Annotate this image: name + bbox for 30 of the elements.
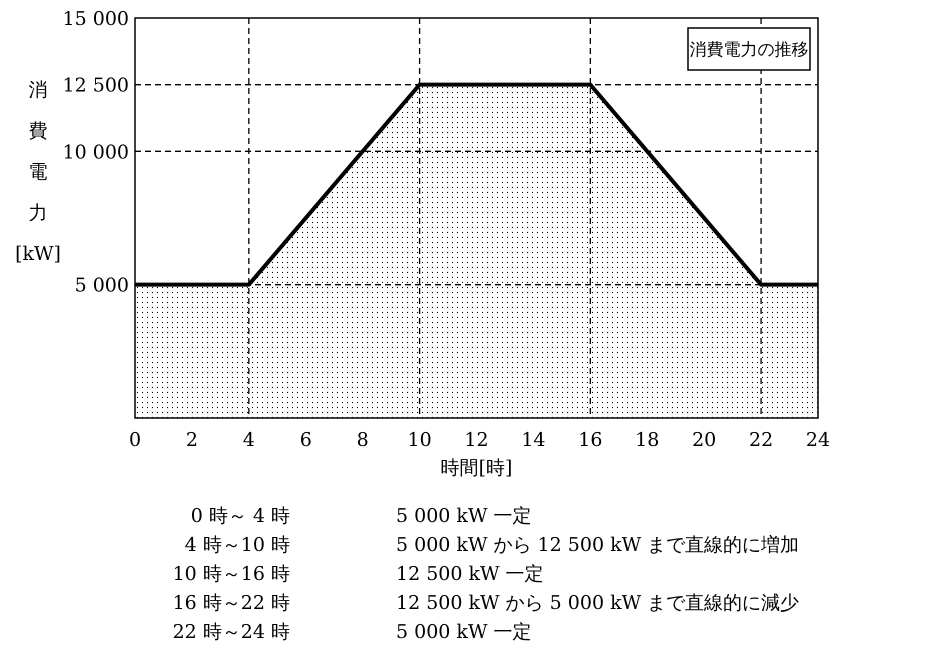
y-tick-label: 12 500 bbox=[62, 74, 129, 97]
x-tick-label: 6 bbox=[300, 429, 312, 451]
y-tick-label: 5 000 bbox=[74, 274, 129, 297]
x-tick-label: 14 bbox=[521, 429, 546, 451]
text: 12 500 kW 一定 bbox=[396, 563, 544, 585]
x-tick-label: 2 bbox=[186, 429, 198, 451]
x-tick-label: 18 bbox=[635, 429, 660, 451]
text: 消費電力の推移 bbox=[690, 40, 808, 60]
x-tick-label: 22 bbox=[748, 429, 774, 451]
y-axis-title: 消費電力[kW] bbox=[15, 79, 61, 265]
text: 16 時～22 時 bbox=[172, 592, 290, 614]
x-tick-label: 10 bbox=[407, 429, 432, 451]
text: 5 000 kW 一定 bbox=[396, 505, 532, 527]
text: 4 時～10 時 bbox=[184, 534, 290, 556]
x-tick-label: 0 bbox=[128, 429, 142, 451]
text: 22 時～24 時 bbox=[172, 621, 290, 643]
y-tick-label: 10 000 bbox=[62, 141, 129, 164]
x-tick-label: 12 bbox=[464, 429, 489, 451]
x-tick-label: 20 bbox=[692, 429, 716, 451]
text: 5 000 kW から 12 500 kW まで直線的に増加 bbox=[396, 534, 800, 556]
text: 0 時～ 4 時 bbox=[190, 505, 290, 527]
x-tick-label: 8 bbox=[356, 429, 369, 451]
text: 12 500 kW から 5 000 kW まで直線的に減少 bbox=[396, 592, 800, 614]
x-tick-label: 16 bbox=[578, 429, 602, 451]
y-tick-label: 15 000 bbox=[62, 8, 129, 30]
text: 5 000 kW 一定 bbox=[396, 621, 532, 643]
x-axis-title: 時間[時] bbox=[440, 457, 512, 479]
text: 10 時～16 時 bbox=[172, 563, 290, 585]
x-tick-label: 4 bbox=[242, 429, 255, 451]
x-tick-label: 24 bbox=[806, 429, 830, 451]
